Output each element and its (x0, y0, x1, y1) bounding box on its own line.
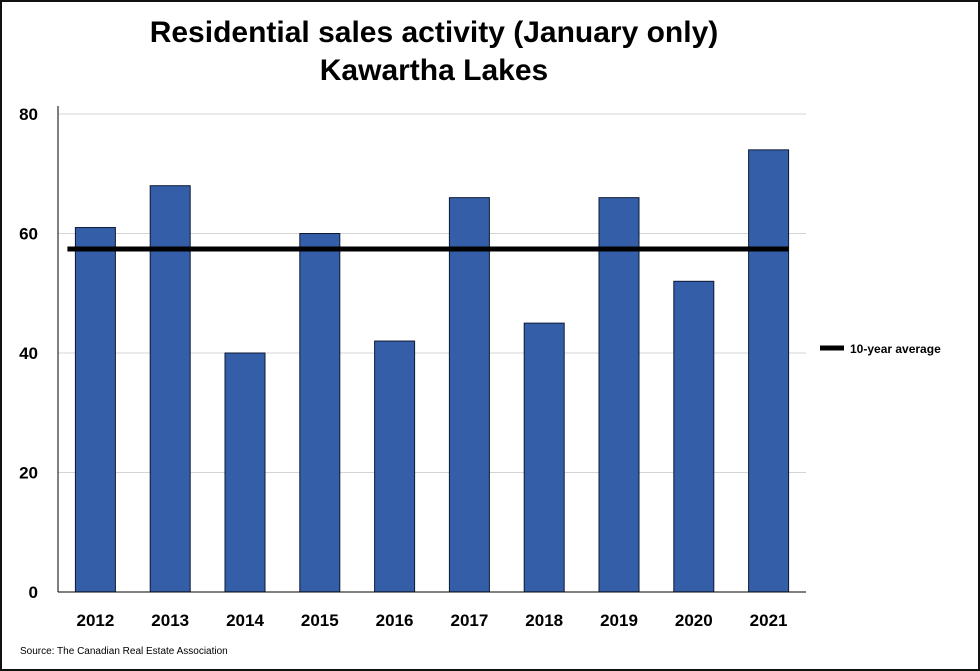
bar-2016 (374, 340, 416, 593)
x-tick-label: 2019 (600, 611, 638, 630)
bar-2021 (748, 149, 790, 593)
x-tick-labels: 2012 2013 2014 2015 2016 2017 2018 2019 2020 2021 (76, 611, 787, 630)
x-tick-label: 2016 (376, 611, 414, 630)
y-tick-labels: 0 20 40 60 80 (19, 105, 38, 602)
x-tick-label: 2015 (301, 611, 339, 630)
chart-title: Residential sales activity (January only… (149, 16, 719, 49)
y-tick-label: 0 (29, 583, 38, 602)
bar-2012 (74, 227, 116, 593)
y-tick-label: 60 (19, 225, 38, 244)
axes (57, 106, 806, 593)
bar-2020 (673, 280, 715, 593)
x-tick-label: 2021 (750, 611, 788, 630)
source-note: Source: The Canadian Real Estate Associa… (20, 646, 228, 657)
bar-2014 (224, 352, 266, 593)
bar-2015 (299, 233, 341, 593)
bar-2013 (149, 185, 191, 593)
y-tick-label: 80 (19, 105, 38, 124)
x-tick-label: 2017 (450, 611, 488, 630)
x-tick-label: 2020 (675, 611, 713, 630)
x-tick-label: 2018 (525, 611, 563, 630)
x-tick-label: 2012 (76, 611, 114, 630)
bar-2018 (523, 322, 565, 593)
bar-2017 (448, 197, 490, 593)
y-tick-label: 40 (19, 344, 38, 363)
chart-title-block: Residential sales activity (January only… (2, 14, 866, 90)
x-tick-label: 2014 (226, 611, 264, 630)
bar-2019 (598, 197, 640, 593)
legend-average-label: 10-year average (850, 342, 941, 356)
bars (74, 149, 790, 593)
chart-subtitle: Kawartha Lakes (319, 54, 549, 87)
legend: 10-year average (820, 342, 941, 356)
y-tick-label: 20 (19, 464, 38, 483)
x-tick-label: 2013 (151, 611, 189, 630)
